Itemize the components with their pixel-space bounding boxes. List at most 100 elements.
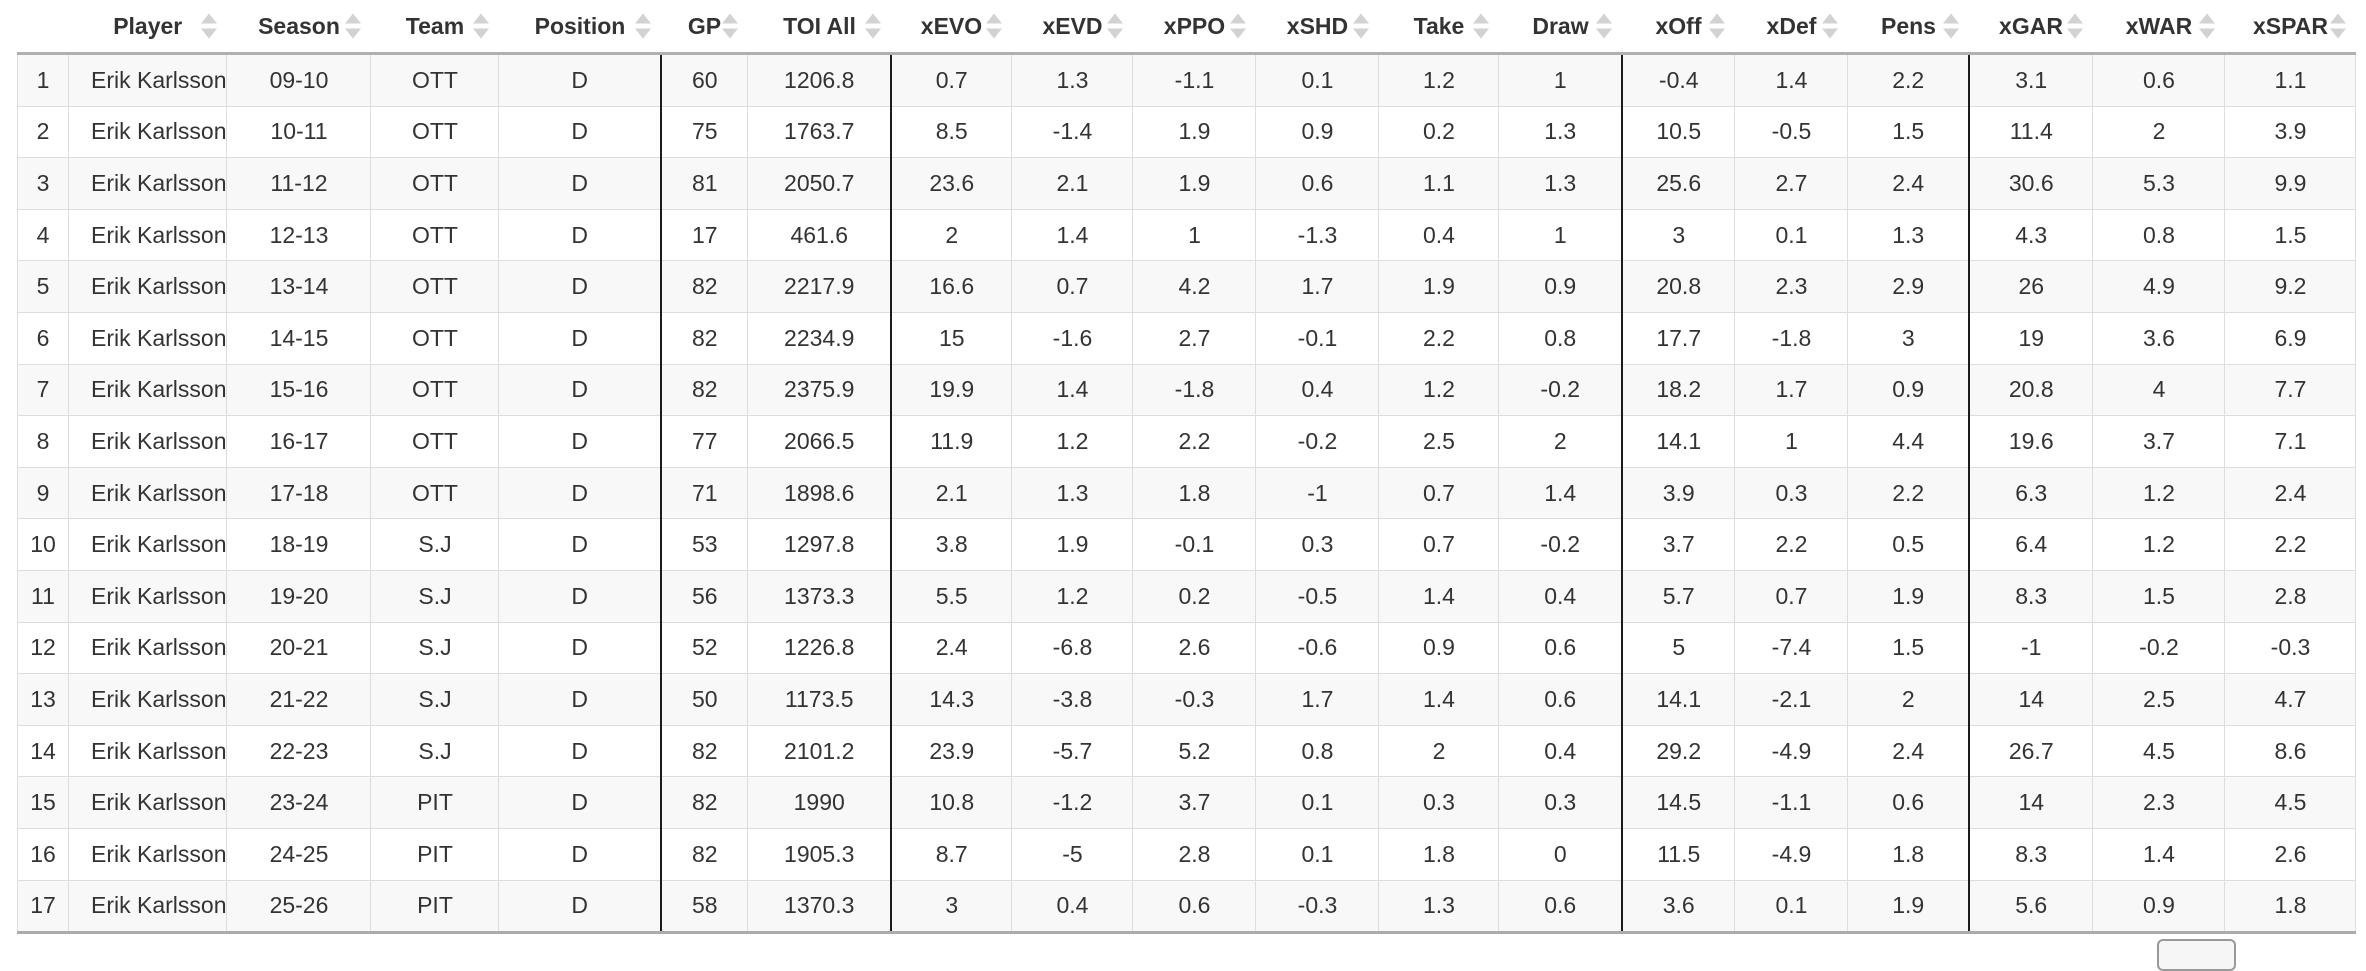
column-header-team[interactable]: Team [370,0,499,55]
column-header-xdef[interactable]: xDef [1734,0,1848,55]
column-header-gp[interactable]: GP [660,0,748,55]
table-row: 14 Erik Karlsson 22-23 S.J D 82 2101.2 23.9 -5.7… [17,724,2357,778]
cell-xevo: 23.9 [889,724,1013,778]
column-header-pens[interactable]: Pens [1847,0,1969,55]
cell-xspar: -0.3 [2224,621,2357,675]
cell-take: 1.2 [1378,363,1500,417]
cell-xdef: -4.9 [1734,827,1849,881]
pagination-button-partial[interactable] [2157,939,2236,971]
cell-position: D [498,105,662,159]
cell-xoff: -0.4 [1620,53,1736,107]
sort-desc-icon [2066,28,2083,39]
cell-index: 10 [17,518,69,571]
cell-toi_all: 2066.5 [747,415,892,468]
cell-toi_all: 1898.6 [747,466,892,520]
column-header-label: xDef [1766,12,1817,39]
cell-player: Erik Karlsson [67,260,228,313]
sort-desc-icon [864,28,881,39]
cell-xoff: 5.7 [1620,569,1736,623]
cell-gp: 82 [659,260,749,313]
cell-team: PIT [370,827,500,881]
cell-xoff: 11.5 [1620,827,1736,881]
cell-pens: 2 [1847,673,1970,726]
cell-draw: 0.6 [1498,879,1623,935]
cell-season: 18-19 [226,518,372,571]
cell-xevd: -3.8 [1011,673,1134,726]
sort-arrows-icon [1106,13,1123,39]
cell-draw: -0.2 [1498,518,1623,571]
cell-position: D [498,518,662,571]
column-header-xwar[interactable]: xWAR [2092,0,2225,55]
column-header-xevo[interactable]: xEVO [890,0,1012,55]
cell-xevo: 14.3 [889,673,1013,726]
cell-take: 1.4 [1378,569,1500,623]
cell-team: S.J [370,621,500,675]
cell-index: 4 [17,208,69,262]
cell-xspar: 7.7 [2224,363,2357,417]
cell-draw: 0.8 [1498,311,1623,365]
cell-index: 8 [17,415,69,468]
table-body: 1 Erik Karlsson 09-10 OTT D 60 1206.8 0.7 1.3 -1.… [17,53,2357,935]
cell-xspar: 9.2 [2224,260,2357,313]
table-row: 5 Erik Karlsson 13-14 OTT D 82 2217.9 16.6 0.7 4.… [17,260,2357,313]
column-header-label: TOI All [783,12,856,39]
cell-xevo: 2.1 [889,466,1013,520]
table-row: 4 Erik Karlsson 12-13 OTT D 17 461.6 2 1.4 1 -1.3 0… [17,208,2357,262]
column-header-xgar[interactable]: xGAR [1968,0,2093,55]
cell-take: 0.7 [1378,518,1500,571]
column-header-position[interactable]: Position [498,0,661,55]
column-header-player[interactable]: Player [68,0,227,55]
sort-asc-icon [1229,13,1246,24]
cell-pens: 2.2 [1847,53,1970,107]
cell-xwar: 1.5 [2092,569,2226,623]
cell-xevd: -6.8 [1011,621,1134,675]
cell-xppo: 2.2 [1132,415,1257,468]
sort-arrows-icon [864,13,881,39]
cell-xevo: 10.8 [889,776,1013,829]
sort-arrows-icon [985,13,1002,39]
column-header-xevd[interactable]: xEVD [1011,0,1133,55]
column-header-xoff[interactable]: xOff [1621,0,1735,55]
cell-xshd: 0.3 [1255,518,1380,571]
cell-take: 0.4 [1378,208,1500,262]
cell-gp: 60 [659,53,749,107]
cell-team: S.J [370,569,500,623]
cell-xppo: 0.2 [1132,569,1257,623]
cell-player: Erik Karlsson [67,776,228,829]
cell-index: 15 [17,776,69,829]
column-header-xppo[interactable]: xPPO [1132,0,1256,55]
cell-xppo: 1.9 [1132,105,1257,159]
column-header-label: xEVO [920,12,983,39]
cell-xgar: 6.3 [1967,466,2094,520]
cell-index: 5 [17,260,69,313]
cell-pens: 4.4 [1847,415,1970,468]
column-header-draw[interactable]: Draw [1498,0,1622,55]
cell-pens: 1.5 [1847,621,1970,675]
cell-draw: 1.3 [1498,105,1623,159]
column-header-season[interactable]: Season [226,0,371,55]
cell-xevd: -5.7 [1011,724,1134,778]
cell-xshd: 1.7 [1255,673,1380,726]
cell-xdef: -2.1 [1734,673,1849,726]
cell-index: 7 [17,363,69,417]
cell-xevd: 0.4 [1011,879,1134,935]
cell-xoff: 3.6 [1620,879,1736,935]
cell-team: PIT [370,776,500,829]
cell-xshd: 0.1 [1255,827,1380,881]
column-header-take[interactable]: Take [1378,0,1499,55]
cell-xevd: -5 [1011,827,1134,881]
cell-xoff: 14.5 [1620,776,1736,829]
cell-xgar: 30.6 [1967,157,2094,210]
cell-gp: 81 [659,157,749,210]
cell-xdef: 2.3 [1734,260,1849,313]
cell-take: 0.7 [1378,466,1500,520]
cell-position: D [498,724,662,778]
cell-xevd: 1.4 [1011,208,1134,262]
cell-season: 19-20 [226,569,372,623]
column-header-xspar[interactable]: xSPAR [2224,0,2356,55]
cell-xshd: -0.2 [1255,415,1380,468]
column-header-toi_all[interactable]: TOI All [747,0,891,55]
column-header-xshd[interactable]: xSHD [1255,0,1379,55]
cell-xevo: 23.6 [889,157,1013,210]
cell-xwar: 2.5 [2092,673,2226,726]
